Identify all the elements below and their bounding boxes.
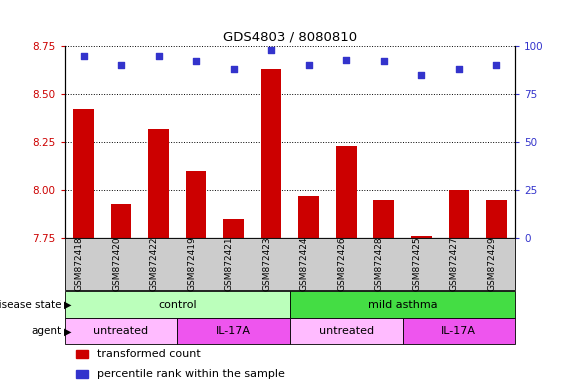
Point (154, 53, 163, 59)
Text: GSM872428: GSM872428 (375, 237, 384, 291)
Bar (298, 196, 319, 238)
Point (417, 72, 426, 78)
Bar (73, 109, 94, 238)
Text: untreated: untreated (93, 326, 149, 336)
Bar (373, 200, 394, 238)
Text: mild asthma: mild asthma (368, 300, 437, 310)
Text: transformed count: transformed count (97, 349, 200, 359)
Bar (449, 190, 469, 238)
Point (191, 58, 200, 65)
Text: GSM872420: GSM872420 (112, 237, 121, 291)
Text: GSM872421: GSM872421 (225, 237, 234, 291)
Point (229, 66, 238, 72)
Point (79, 53, 88, 59)
Text: GSM872419: GSM872419 (187, 237, 196, 291)
Text: GSM872422: GSM872422 (150, 237, 159, 291)
Text: GSM872427: GSM872427 (450, 237, 459, 291)
Bar (111, 204, 131, 238)
Text: GSM872424: GSM872424 (300, 237, 309, 291)
Title: GDS4803 / 8080810: GDS4803 / 8080810 (223, 30, 357, 43)
Text: percentile rank within the sample: percentile rank within the sample (97, 369, 285, 379)
Point (379, 58, 388, 65)
Bar (411, 236, 432, 238)
Bar (148, 129, 169, 238)
Text: untreated: untreated (319, 326, 374, 336)
Text: GSM872418: GSM872418 (74, 237, 83, 291)
Text: IL-17A: IL-17A (441, 326, 476, 336)
Text: IL-17A: IL-17A (216, 326, 251, 336)
Text: GSM872425: GSM872425 (412, 237, 421, 291)
Point (454, 66, 463, 72)
Text: disease state: disease state (0, 300, 62, 310)
Text: agent: agent (32, 326, 62, 336)
Point (117, 62, 126, 68)
Bar (186, 171, 207, 238)
Text: GSM872423: GSM872423 (262, 237, 271, 291)
Bar (224, 219, 244, 238)
Bar (486, 200, 507, 238)
Text: ▶: ▶ (64, 326, 72, 336)
Bar (336, 146, 356, 238)
Text: GSM872426: GSM872426 (337, 237, 346, 291)
Point (267, 47, 276, 53)
Point (492, 62, 501, 68)
Text: ▶: ▶ (64, 300, 72, 310)
Point (342, 56, 351, 63)
Bar (261, 69, 282, 238)
Text: GSM872429: GSM872429 (488, 237, 497, 291)
Text: control: control (158, 300, 196, 310)
Point (304, 62, 313, 68)
